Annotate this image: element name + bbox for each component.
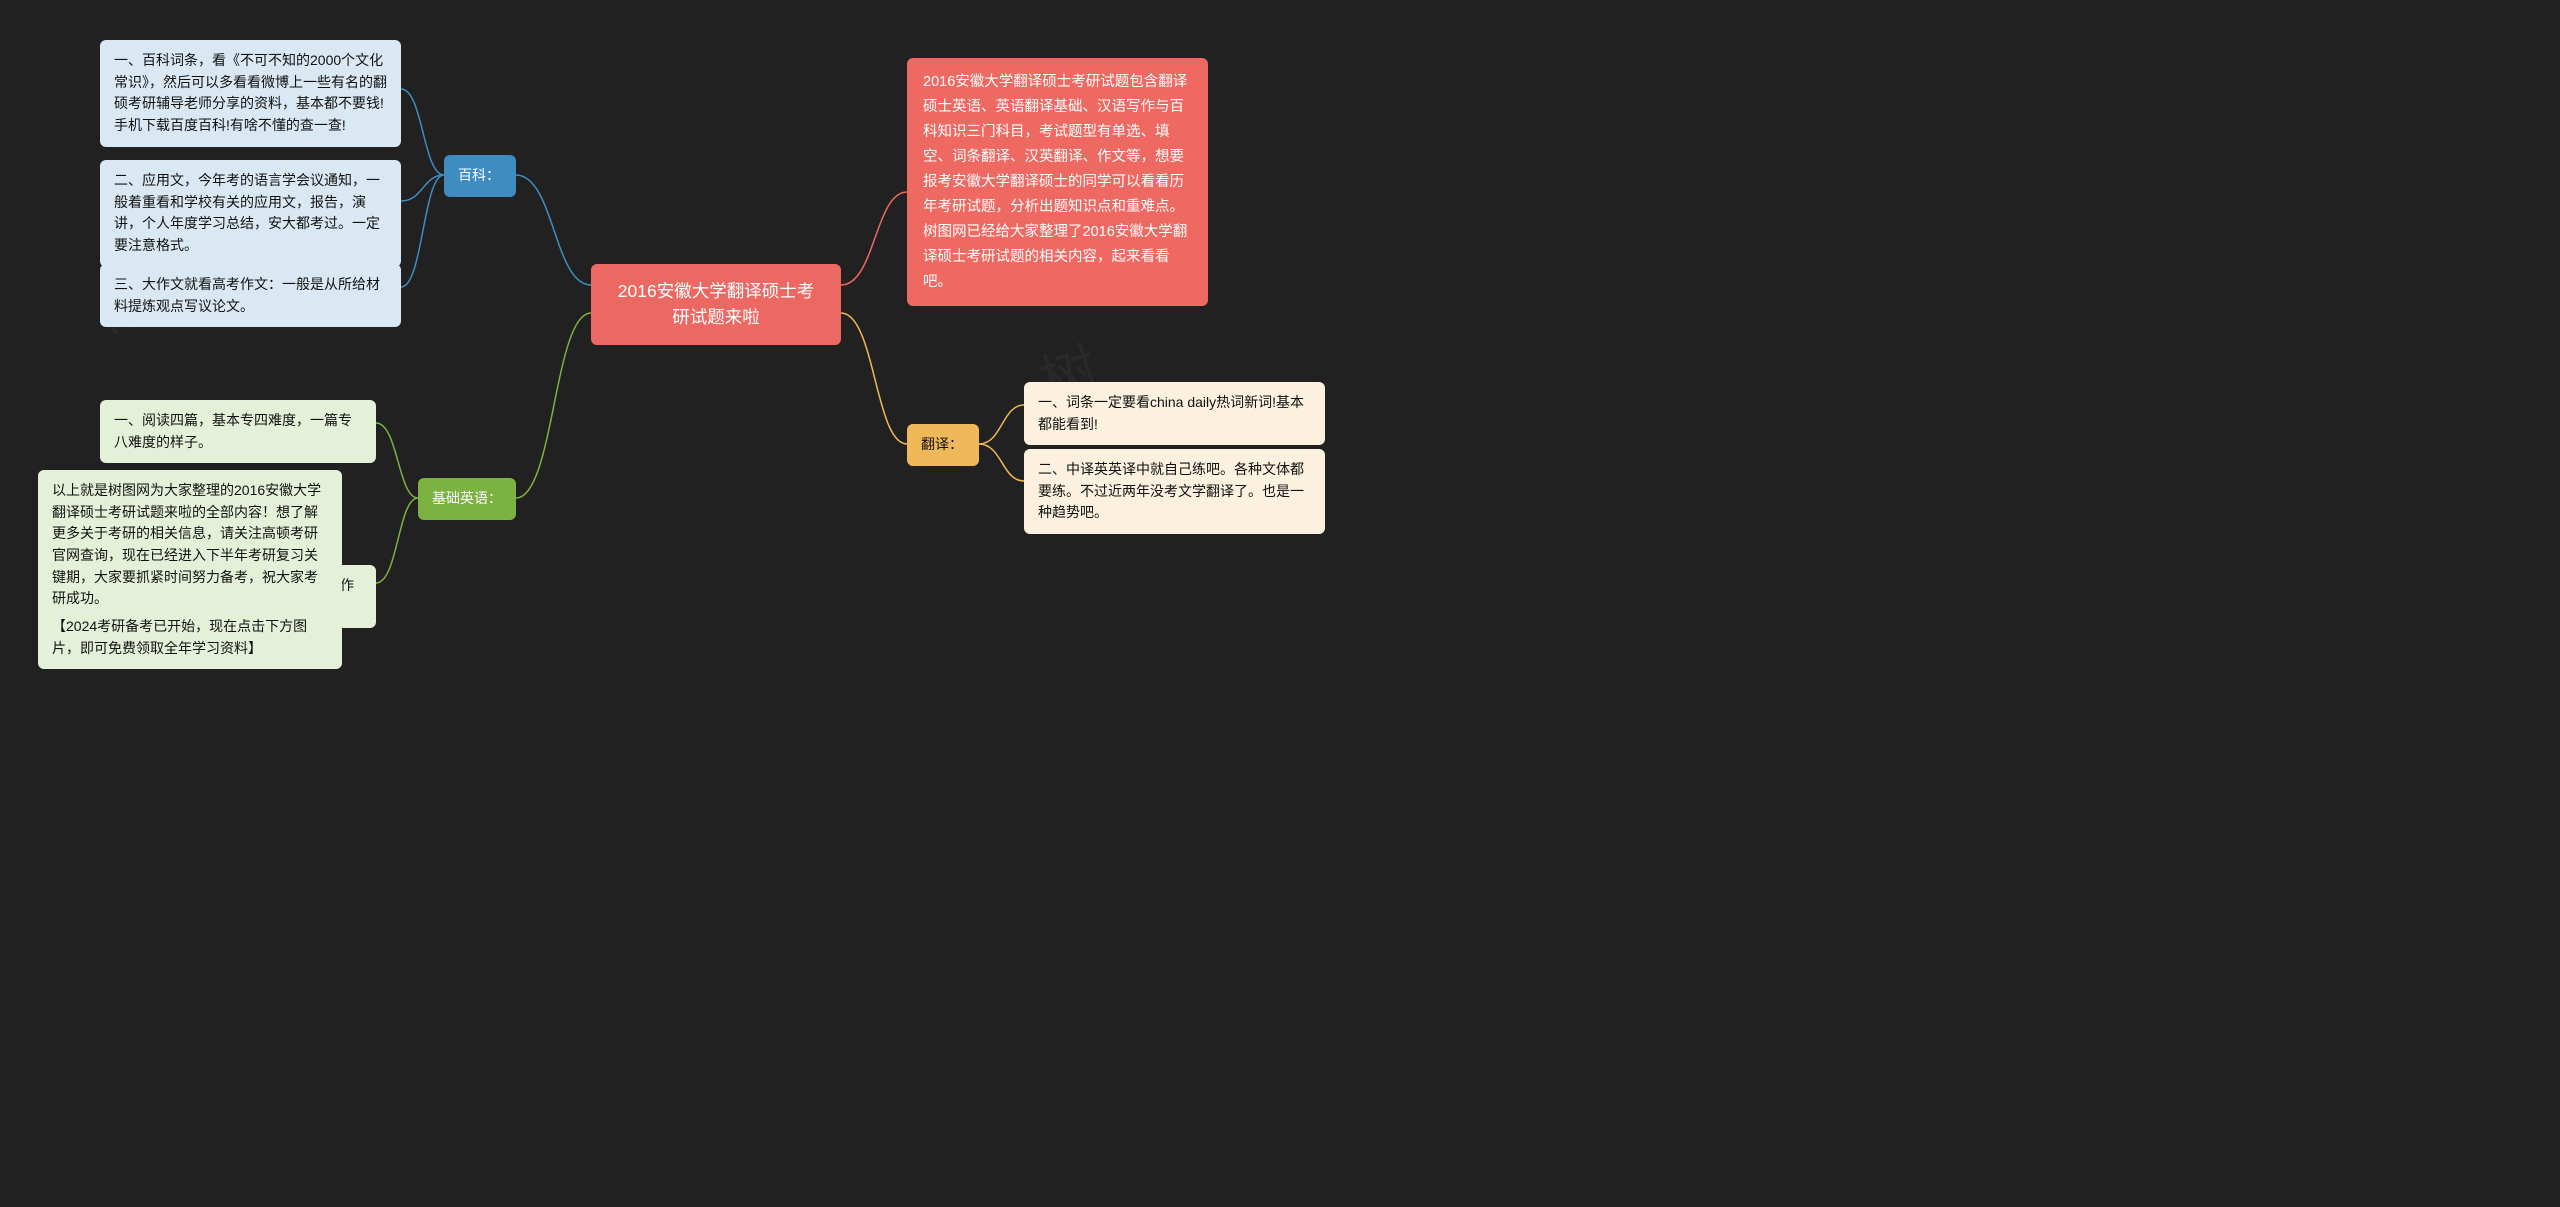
branch-baike: 百科： — [444, 155, 516, 197]
intro-node: 2016安徽大学翻译硕士考研试题包含翻译硕士英语、英语翻译基础、汉语写作与百科知… — [907, 58, 1208, 306]
leaf-translate-1: 一、词条一定要看china daily热词新词!基本都能看到! — [1024, 382, 1325, 445]
leaf-baike-1: 一、百科词条，看《不可不知的2000个文化常识》，然后可以多看看微博上一些有名的… — [100, 40, 401, 147]
leaf-baike-2: 二、应用文，今年考的语言学会议通知，一般着重看和学校有关的应用文，报告，演讲，个… — [100, 160, 401, 267]
branch-english: 基础英语： — [418, 478, 516, 520]
leaf-english-1: 一、阅读四篇，基本专四难度，一篇专八难度的样子。 — [100, 400, 376, 463]
leaf-english-2a: 以上就是树图网为大家整理的2016安徽大学翻译硕士考研试题来啦的全部内容！想了解… — [38, 470, 342, 620]
root-node: 2016安徽大学翻译硕士考研试题来啦 — [591, 264, 841, 345]
mindmap-canvas: hutu.c 树 2016安徽大学翻译硕士考研试题来啦 2016安徽大学翻译硕士… — [0, 0, 1536, 724]
leaf-baike-3: 三、大作文就看高考作文：一般是从所给材料提炼观点写议论文。 — [100, 264, 401, 327]
leaf-english-2b: 【2024考研备考已开始，现在点击下方图片，即可免费领取全年学习资料】 — [38, 606, 342, 669]
branch-translate: 翻译： — [907, 424, 979, 466]
leaf-translate-2: 二、中译英英译中就自己练吧。各种文体都要练。不过近两年没考文学翻译了。也是一种趋… — [1024, 449, 1325, 534]
